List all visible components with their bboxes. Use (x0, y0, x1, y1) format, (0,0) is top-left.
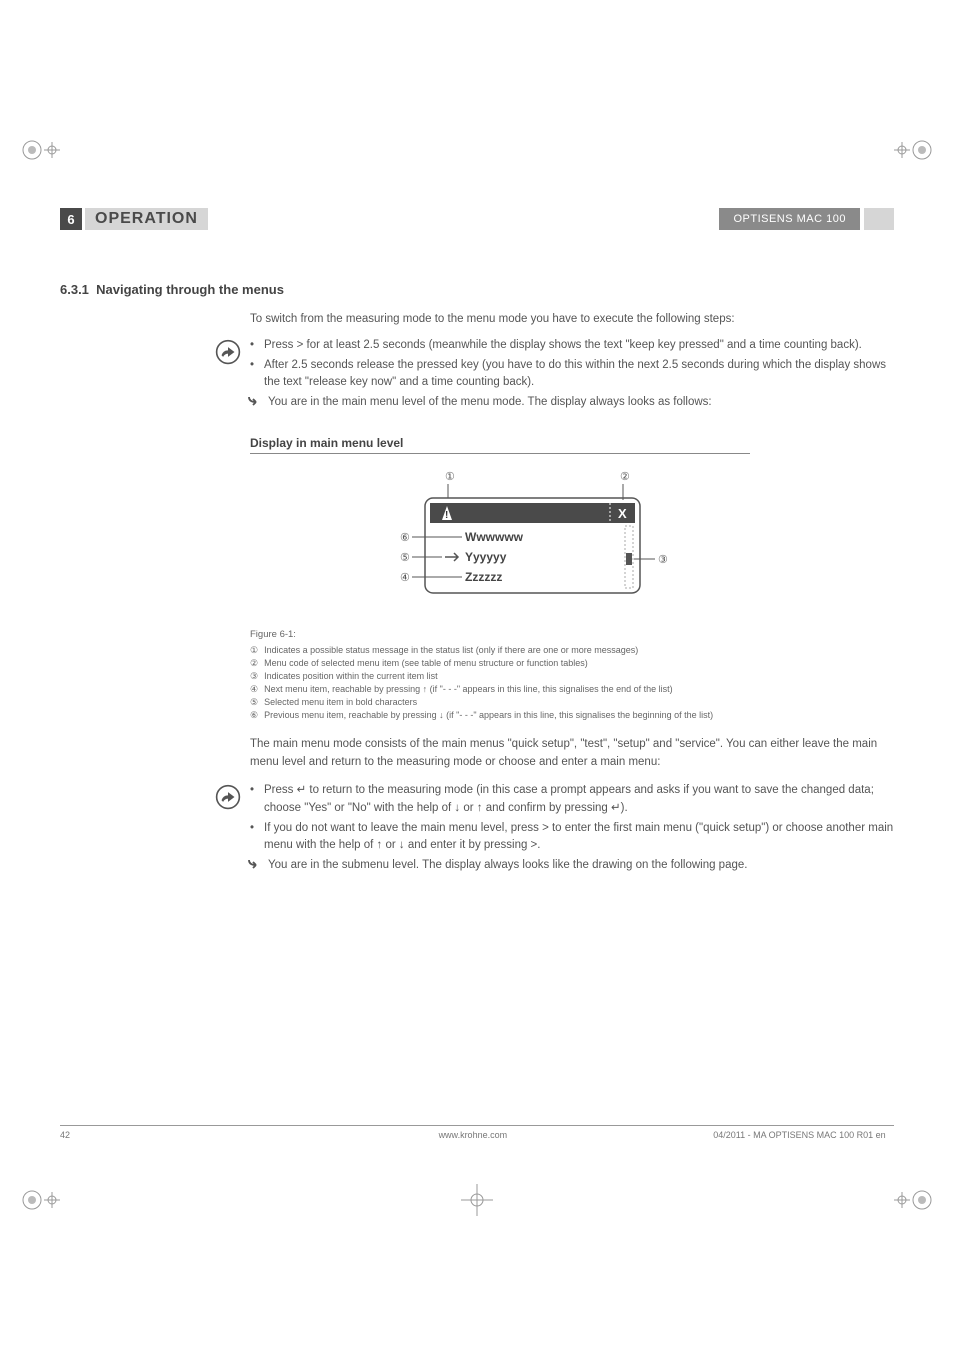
step-item-result: You are in the submenu level. The displa… (250, 857, 894, 875)
svg-text:X: X (618, 506, 627, 521)
footer-doc: 04/2011 - MA OPTISENS MAC 100 R01 en (610, 1130, 885, 1140)
body-text-2: The main menu mode consists of the main … (250, 736, 894, 772)
callout-1: ① (445, 471, 455, 483)
legend-item: Next menu item, reachable by pressing ↑ … (264, 683, 673, 696)
callout-2: ② (620, 471, 630, 483)
step-item-result: You are in the main menu level of the me… (250, 394, 894, 412)
callout-3: ③ (658, 554, 668, 566)
legend-item: Indicates a possible status message in t… (264, 644, 638, 657)
callout-5: ⑤ (400, 552, 410, 564)
svg-text:Yyyyyy: Yyyyyy (465, 550, 507, 564)
page-footer: 42 www.krohne.com 04/2011 - MA OPTISENS … (60, 1125, 894, 1140)
reg-mark-br (894, 1180, 934, 1220)
product-name: OPTISENS MAC 100 (719, 208, 860, 230)
legend-item: Menu code of selected menu item (see tab… (264, 657, 588, 670)
reg-mark-bl (20, 1180, 60, 1220)
svg-text:!: ! (445, 510, 448, 521)
step-item: If you do not want to leave the main men… (250, 820, 894, 856)
step-item: Press ↵ to return to the measuring mode … (250, 782, 894, 818)
section-header: 6 OPERATION OPTISENS MAC 100 (60, 208, 894, 230)
subsection-number: 6.3.1 (60, 282, 89, 297)
steps-list-2: Press ↵ to return to the measuring mode … (250, 782, 894, 877)
subsection-heading: 6.3.1 Navigating through the menus (60, 282, 894, 297)
legend-item: Indicates position within the current it… (264, 670, 438, 683)
svg-text:Wwwwww: Wwwwww (465, 530, 524, 544)
steps-list-1: Press > for at least 2.5 seconds (meanwh… (250, 337, 894, 414)
callout-6: ⑥ (400, 532, 410, 544)
footer-url: www.krohne.com (335, 1130, 610, 1140)
reg-mark-tr (894, 130, 934, 170)
subsection-title: Navigating through the menus (96, 282, 284, 297)
step-item: After 2.5 seconds release the pressed ke… (250, 357, 894, 393)
callout-4: ④ (400, 572, 410, 584)
legend-item: Selected menu item in bold characters (264, 696, 417, 709)
display-figure: ① ② ! X Wwwwww Yyyyyy Zzzzzz (350, 468, 894, 613)
reg-mark-tl (20, 130, 60, 170)
figure-legend: ①Indicates a possible status message in … (250, 644, 894, 722)
display-heading: Display in main menu level (250, 436, 750, 454)
intro-text: To switch from the measuring mode to the… (250, 311, 894, 329)
section-number-box: 6 (60, 208, 82, 230)
info-icon (215, 782, 245, 815)
section-title: OPERATION (85, 208, 208, 230)
figure-caption: Figure 6-1: (250, 629, 894, 640)
page-number: 42 (60, 1130, 335, 1140)
legend-item: Previous menu item, reachable by pressin… (264, 709, 713, 722)
step-item: Press > for at least 2.5 seconds (meanwh… (250, 337, 894, 355)
info-icon (215, 337, 245, 370)
svg-text:Zzzzzz: Zzzzzz (465, 570, 502, 584)
